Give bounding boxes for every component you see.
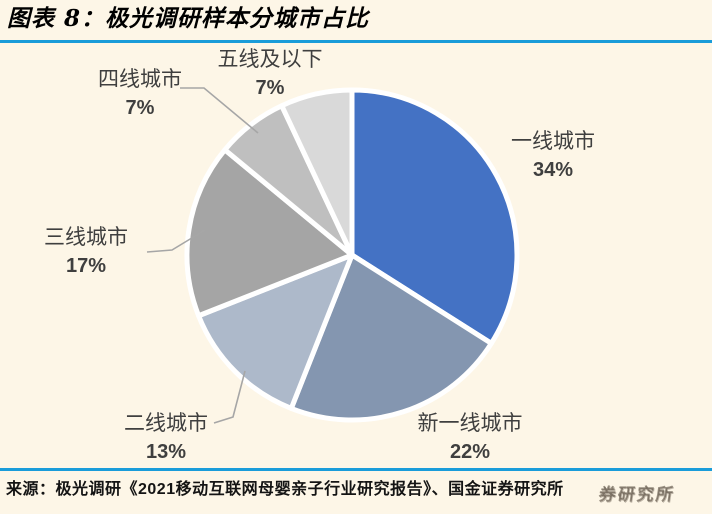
- leader-line-tier3: [146, 229, 206, 253]
- label-tier4-name: 四线城市: [98, 68, 182, 91]
- pie-slices-group: [184, 87, 520, 423]
- label-tier5-name: 五线及以下: [217, 48, 323, 71]
- label-tier3-name: 三线城市: [44, 226, 128, 249]
- figure-title: 图表 8：极光调研样本分城市占比: [7, 5, 370, 32]
- label-new-tier1-pct: 22%: [449, 441, 491, 463]
- label-new-tier1: 新一线城市 22%: [418, 410, 523, 467]
- leader-line-tier2: [213, 370, 246, 424]
- label-tier2-pct: 13%: [145, 441, 187, 463]
- label-tier4-pct: 7%: [125, 97, 155, 119]
- top-divider-rule: [0, 40, 712, 43]
- pie-slice-2: [196, 252, 355, 411]
- label-tier1-pct: 34%: [532, 159, 574, 181]
- label-tier5: 五线及以下 7%: [218, 46, 323, 103]
- bottom-divider-rule: [0, 468, 712, 471]
- label-tier2-name: 二线城市: [124, 412, 208, 435]
- label-tier4: 四线城市 7%: [98, 66, 182, 123]
- label-tier1-name: 一线城市: [511, 130, 595, 153]
- label-tier3-pct: 17%: [65, 255, 107, 277]
- label-tier1: 一线城市 34%: [511, 128, 595, 185]
- pie-slice-1: [288, 252, 494, 423]
- pie-slice-5: [279, 87, 355, 258]
- source-note: 来源：极光调研《2021移动互联网母婴亲子行业研究报告》、国金证券研究所: [6, 481, 564, 498]
- pie-slice-3: [184, 147, 355, 319]
- label-tier5-pct: 7%: [255, 77, 285, 99]
- label-tier2: 二线城市 13%: [124, 410, 208, 467]
- leader-line-tier4: [180, 87, 259, 134]
- label-tier3: 三线城市 17%: [44, 224, 128, 281]
- label-new-tier1-name: 新一线城市: [417, 412, 523, 435]
